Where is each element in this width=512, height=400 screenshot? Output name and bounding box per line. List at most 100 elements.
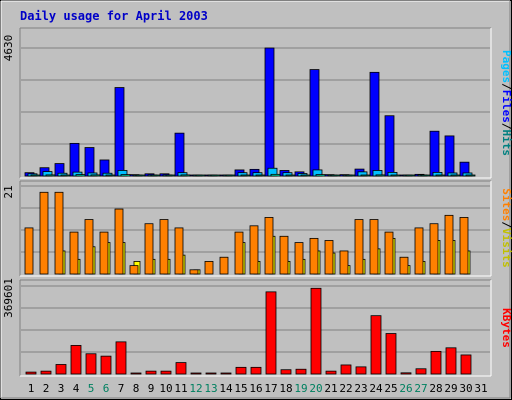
bar-sites-day-25 — [384, 231, 394, 275]
panel-background — [20, 28, 491, 178]
bar-pages-day-11 — [180, 174, 191, 177]
x-axis-day-labels: 1 2 3 4 5 6 7 8 9 10 11 12 13 14 15 16 17 18 19 20 21 22 23 24 2… — [28, 382, 488, 395]
x-tick-day-29: 29 — [444, 382, 457, 395]
bar-sites-day-6 — [99, 231, 109, 275]
bar-sites-day-10 — [159, 219, 169, 275]
chart-panel-2: 21 Sites/Visits — [2, 180, 512, 277]
bar-sites-day-3 — [54, 191, 64, 275]
bar-kbytes-day-16 — [250, 366, 262, 375]
bar-sites-day-19 — [294, 242, 304, 275]
bar-kbytes-day-29 — [445, 347, 457, 375]
bar-hits-day-5 — [84, 147, 95, 177]
bar-kbytes-day-11 — [175, 362, 187, 375]
bar-sites-day-13 — [204, 261, 214, 275]
bar-kbytes-day-25 — [385, 333, 397, 375]
legend-entry: / — [500, 83, 512, 90]
bar-kbytes-day-26 — [400, 372, 412, 375]
bar-sites-day-7 — [114, 208, 124, 275]
x-tick-day-10: 10 — [159, 382, 172, 395]
bar-kbytes-day-8 — [130, 372, 142, 375]
x-tick-day-28: 28 — [429, 382, 442, 395]
bar-pages-day-19 — [300, 174, 311, 177]
bar-sites-day-8 — [129, 265, 139, 275]
x-tick-day-18: 18 — [279, 382, 292, 395]
bar-pages-day-5 — [90, 174, 101, 177]
bar-sites-day-22 — [339, 250, 349, 275]
bar-hits-day-24 — [369, 71, 380, 177]
bar-kbytes-day-22 — [340, 364, 352, 375]
series-legend-label: Sites/Visits — [500, 188, 512, 268]
bar-kbytes-day-30 — [460, 354, 472, 375]
bar-pages-day-28 — [435, 174, 446, 177]
legend-entry: Visits — [500, 228, 512, 268]
bar-kbytes-day-17 — [265, 291, 277, 375]
legend-entry: Sites — [500, 188, 512, 221]
bar-pages-day-17 — [270, 173, 281, 177]
x-tick-day-11: 11 — [174, 382, 187, 395]
bar-kbytes-day-27 — [415, 368, 427, 375]
bar-pages-day-16 — [255, 174, 266, 177]
x-tick-day-27: 27 — [414, 382, 427, 395]
bar-sites-day-2 — [39, 191, 49, 275]
bar-kbytes-day-1 — [25, 371, 37, 375]
bar-sites-day-20 — [309, 237, 319, 275]
x-tick-day-2: 2 — [43, 382, 50, 395]
bar-sites-day-30 — [459, 217, 469, 275]
y-axis-max-tick: 21 — [2, 185, 15, 198]
bar-kbytes-day-21 — [325, 370, 337, 375]
bar-sites-day-29 — [444, 214, 454, 275]
bar-kbytes-day-28 — [430, 350, 442, 375]
bar-sites-day-9 — [144, 223, 154, 275]
x-tick-day-1: 1 — [28, 382, 35, 395]
bar-pages-day-9 — [150, 174, 161, 177]
bar-kbytes-day-6 — [100, 355, 112, 375]
x-tick-day-12: 12 — [189, 382, 202, 395]
x-tick-day-23: 23 — [354, 382, 367, 395]
bar-pages-day-21 — [330, 174, 341, 177]
bar-kbytes-day-7 — [115, 341, 127, 375]
bar-sites-day-26 — [399, 256, 409, 275]
bar-kbytes-day-24 — [370, 315, 382, 375]
bar-kbytes-day-20 — [310, 287, 322, 375]
legend-entry: Pages — [500, 50, 512, 83]
bar-hits-day-29 — [444, 135, 455, 177]
bar-sites-day-23 — [354, 219, 364, 275]
series-legend-label: Pages/Files/Hits — [500, 50, 512, 156]
bar-pages-day-4 — [75, 174, 86, 177]
bar-sites-day-4 — [69, 231, 79, 275]
bar-pages-day-1 — [30, 174, 41, 177]
bar-pages-day-20 — [315, 174, 326, 177]
bar-sites-day-18 — [279, 235, 289, 275]
bar-pages-day-8 — [135, 174, 146, 177]
x-tick-day-5: 5 — [88, 382, 95, 395]
bar-kbytes-day-12 — [190, 372, 202, 375]
bar-kbytes-day-13 — [205, 372, 217, 375]
legend-entry: / — [500, 221, 512, 228]
bar-sites-day-15 — [234, 231, 244, 275]
bar-hits-day-28 — [429, 130, 440, 177]
x-tick-day-14: 14 — [219, 382, 233, 395]
bar-kbytes-day-18 — [280, 369, 292, 375]
bar-pages-day-6 — [105, 174, 116, 177]
bar-sites-day-5 — [84, 219, 94, 275]
bar-pages-day-24 — [375, 174, 386, 177]
bar-sites-day-21 — [324, 240, 334, 275]
bar-pages-day-29 — [450, 174, 461, 177]
bar-pages-day-12 — [195, 174, 206, 177]
x-tick-day-4: 4 — [73, 382, 80, 395]
bar-kbytes-day-2 — [40, 370, 52, 375]
x-tick-day-6: 6 — [103, 382, 110, 395]
x-tick-day-26: 26 — [399, 382, 412, 395]
x-tick-day-13: 13 — [204, 382, 217, 395]
legend-entry: Files — [500, 90, 512, 123]
x-tick-day-16: 16 — [249, 382, 262, 395]
bar-pages-day-25 — [390, 174, 401, 177]
bar-kbytes-day-9 — [145, 370, 157, 375]
y-axis-max-tick: 369601 — [2, 278, 15, 318]
bar-pages-day-13 — [210, 174, 221, 177]
x-tick-day-19: 19 — [294, 382, 307, 395]
bar-kbytes-day-19 — [295, 368, 307, 375]
bar-sites-day-27 — [414, 227, 424, 275]
